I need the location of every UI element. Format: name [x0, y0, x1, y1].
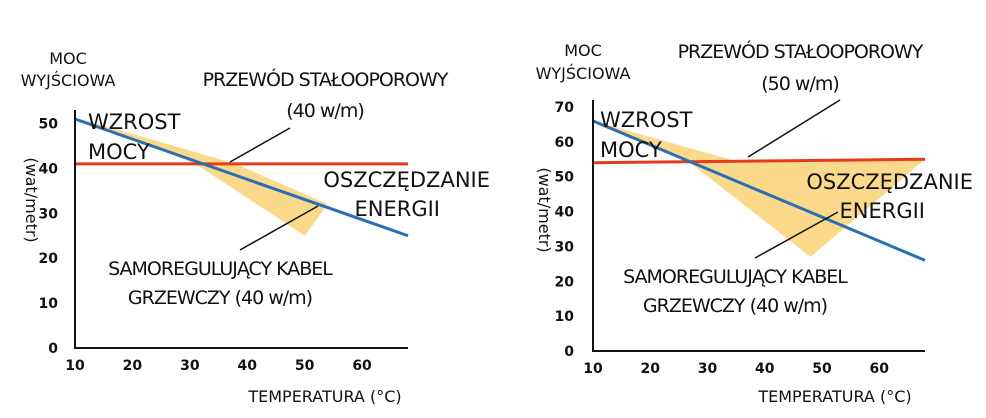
chart-left-y-tick-0: 0 [48, 341, 58, 357]
chart-left-fixed-name-line1: PRZEWÓD STAŁOOPOROWY [203, 67, 449, 91]
chart-right-y-tick-10: 10 [555, 309, 575, 325]
chart-right-y-ticks: 0 10 20 30 40 50 60 70 [555, 100, 575, 360]
chart-right-x-tick-60: 60 [869, 361, 889, 377]
chart-right-y-tick-20: 20 [555, 274, 575, 290]
chart-left: 0 10 20 30 40 50 10 20 30 40 50 60 MOC WYJŚCIOWA (… [21, 49, 490, 406]
chart-right-gain-line2: MOCY [600, 138, 662, 162]
chart-left-gain-line1: WZROST [88, 110, 181, 134]
chart-left-x-tick-10: 10 [65, 358, 85, 374]
chart-right-y-tick-60: 60 [555, 135, 575, 151]
chart-right-x-tick-20: 20 [640, 361, 660, 377]
chart-left-ylabel-line1: MOC [49, 49, 87, 68]
chart-right-selfreg-name-line1: SAMOREGULUJĄCY KABEL [623, 266, 848, 288]
chart-left-difference-area [80, 119, 328, 236]
chart-right-xlabel: TEMPERATURA (°C) [757, 387, 911, 406]
chart-left-y-tick-50: 50 [39, 116, 59, 132]
chart-left-y-ticks: 0 10 20 30 40 50 [39, 116, 59, 357]
chart-left-x-tick-40: 40 [237, 358, 257, 374]
chart-right-gain-line1: WZROST [600, 108, 693, 132]
chart-right-ylabel-rotated: (wat/metr) [535, 167, 554, 252]
chart-right-x-tick-10: 10 [583, 361, 603, 377]
chart-right-save-line2: ENERGII [840, 199, 926, 223]
chart-right-fixed-resistance-line [592, 157, 926, 165]
chart-left-selfreg-name-line1: SAMOREGULUJĄCY KABEL [108, 258, 333, 280]
chart-left-selfreg-name-line2: GRZEWCZY (40 w/m) [128, 287, 312, 309]
chart-right-ylabel-line2: WYJŚCIOWA [536, 64, 631, 83]
chart-right: 0 10 20 30 40 50 60 70 10 20 30 40 50 60 MOC WYJŚCIO… [535, 39, 973, 406]
chart-left-x-tick-60: 60 [352, 358, 372, 374]
chart-right-save-line1: OSZCZĘDZANIE [806, 170, 973, 194]
chart-left-x-tick-20: 20 [123, 358, 143, 374]
chart-left-self-regulating-line [74, 117, 409, 238]
chart-left-x-tick-30: 30 [180, 358, 200, 374]
chart-left-y-tick-30: 30 [39, 206, 59, 222]
chart-left-ylabel-line2: WYJŚCIOWA [21, 71, 116, 90]
chart-left-y-tick-20: 20 [39, 251, 59, 267]
chart-right-selfreg-leader [754, 211, 839, 259]
chart-right-fixed-name-line1: PRZEWÓD STAŁOOPOROWY [678, 39, 924, 63]
chart-left-x-tick-50: 50 [295, 358, 315, 374]
chart-left-save-line2: ENERGII [355, 197, 441, 221]
chart-left-selfreg-leader [239, 205, 319, 251]
chart-right-self-regulating-line [592, 119, 926, 262]
chart-right-y-tick-40: 40 [555, 205, 575, 221]
chart-right-y-tick-30: 30 [555, 239, 575, 255]
chart-right-y-tick-50: 50 [555, 170, 575, 186]
chart-right-fixed-name-line2: (50 w/m) [761, 73, 839, 95]
chart-left-fixed-leader [229, 127, 291, 163]
chart-left-gain-line2: MOCY [88, 140, 150, 164]
chart-right-x-tick-50: 50 [812, 361, 832, 377]
chart-right-fixed-leader [747, 99, 841, 158]
chart-left-xlabel: TEMPERATURA (°C) [247, 387, 401, 406]
chart-right-y-tick-70: 70 [555, 100, 575, 116]
chart-left-save-line1: OSZCZĘDZANIE [323, 168, 490, 192]
chart-left-y-tick-40: 40 [39, 161, 59, 177]
chart-right-y-tick-0: 0 [564, 344, 574, 360]
chart-right-selfreg-name-line2: GRZEWCZY (40 w/m) [643, 295, 827, 317]
chart-left-ylabel-rotated: (wat/metr) [22, 157, 41, 242]
chart-right-x-ticks: 10 20 30 40 50 60 [583, 361, 889, 377]
chart-left-x-ticks: 10 20 30 40 50 60 [65, 358, 372, 374]
chart-right-x-tick-40: 40 [755, 361, 775, 377]
chart-left-y-tick-10: 10 [39, 296, 59, 312]
chart-right-ylabel-line1: MOC [564, 41, 602, 60]
chart-left-fixed-name-line2: (40 w/m) [286, 100, 364, 122]
chart-right-x-tick-30: 30 [698, 361, 718, 377]
